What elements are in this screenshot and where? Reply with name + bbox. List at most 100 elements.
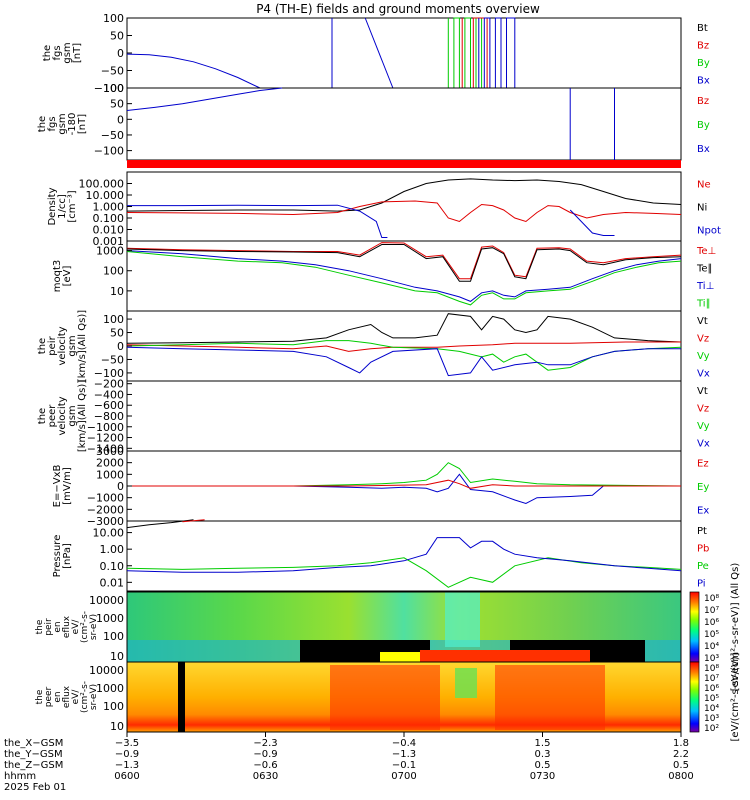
y-tick-label: 100 bbox=[103, 700, 124, 713]
y-tick-label: −800 bbox=[94, 410, 124, 423]
legend-entry: Vt bbox=[697, 316, 708, 327]
y-tick-label: 50 bbox=[110, 327, 124, 340]
spectrogram-peir-red-band bbox=[420, 650, 590, 662]
y-tick-label: 1000 bbox=[96, 682, 124, 695]
y-axis-label-line: [km/s](All Qs)] bbox=[77, 310, 88, 382]
series-line bbox=[126, 340, 682, 371]
y-axis-label-line: peir bbox=[47, 335, 58, 355]
spectrogram-peer-green-col bbox=[455, 668, 477, 698]
y-tick-label: −100 bbox=[94, 367, 124, 380]
y-axis-label-line: sr-eV) bbox=[89, 614, 99, 640]
x-row-value: 0.5 bbox=[673, 760, 689, 771]
y-tick-label: −100 bbox=[94, 145, 124, 158]
x-row-value: 0600 bbox=[114, 771, 139, 782]
y-axis-label-line: velocity bbox=[57, 326, 68, 365]
y-axis-label-line: [eV] bbox=[62, 266, 73, 287]
colorbar-tick-label: 10⁷ bbox=[704, 606, 719, 616]
legend-entry: Pt bbox=[697, 526, 707, 537]
x-row-value: −1.3 bbox=[392, 749, 416, 760]
series-line bbox=[126, 242, 682, 280]
spectrogram-peer-hot-left bbox=[330, 665, 440, 730]
colorbar-bottom bbox=[689, 661, 700, 733]
y-axis-label-line: peer bbox=[44, 686, 54, 707]
legend-entry: Bx bbox=[697, 75, 710, 86]
y-axis-label-line: sr-eV) bbox=[89, 684, 99, 710]
colorbar-tick-label: 10⁸ bbox=[704, 594, 719, 604]
y-axis-label: Density1/cc][cm⁻³] bbox=[47, 187, 78, 225]
series-line bbox=[126, 244, 682, 282]
y-tick-label: 0.010 bbox=[93, 224, 125, 237]
y-tick-label: 2000 bbox=[96, 457, 124, 470]
line-panels: 100500−50−100thefgsgsm[nT]BtBzByBx100500… bbox=[35, 12, 721, 733]
y-tick-label: 50 bbox=[110, 30, 124, 43]
y-tick-label: 50 bbox=[110, 98, 124, 111]
y-tick-label: 10 bbox=[110, 650, 124, 663]
legend-entry: Te∥ bbox=[696, 263, 713, 274]
y-axis-label-line: gsm bbox=[62, 42, 73, 63]
y-axis-label-line: [cm⁻³] bbox=[67, 190, 78, 222]
panel-frame bbox=[126, 171, 682, 242]
legend-entry: Ti∥ bbox=[696, 298, 711, 309]
y-axis-label-line: [nT] bbox=[72, 43, 83, 63]
figure-title: P4 (TH-E) fields and ground moments over… bbox=[256, 2, 540, 16]
colorbar-tick-label: 10⁶ bbox=[704, 618, 719, 628]
legend-entry: Te⊥ bbox=[696, 246, 716, 257]
y-tick-label: 1.00 bbox=[100, 543, 125, 556]
legend-entry: Ti⊥ bbox=[696, 281, 714, 292]
panel-pressure: 10.00 1.00 0.10 0.01 Pressure[nPa] Pt Pb Pe Pi bbox=[52, 519, 709, 592]
legend-entry: Ni bbox=[697, 203, 707, 214]
legend-entry: Ey bbox=[697, 482, 709, 493]
legend-entry: By bbox=[697, 58, 710, 69]
y-tick-label: −50 bbox=[101, 353, 124, 366]
y-tick-label: −1200 bbox=[87, 432, 124, 445]
legend-entry: Bz bbox=[697, 96, 709, 107]
panel-frame bbox=[126, 380, 682, 452]
y-tick-label: 0 bbox=[117, 47, 124, 60]
series-line bbox=[126, 519, 194, 529]
y-tick-label: −400 bbox=[94, 388, 124, 401]
y-axis-label-line: moqt3 bbox=[52, 260, 63, 293]
panel-frame bbox=[126, 310, 682, 382]
y-axis-label-line: the bbox=[37, 116, 48, 132]
spectrogram-axis-peer_eflux: 10000 1000 100 10 thepeerenefluxeV/(cm²-s-sr… bbox=[35, 664, 132, 733]
y-tick-label: 3000 bbox=[96, 445, 124, 458]
spectrogram-peer-black-col bbox=[178, 662, 185, 732]
series-line bbox=[127, 479, 681, 489]
legend-entry: Npot bbox=[697, 226, 721, 237]
y-axis-label: thepeirvelocitygsm[km/s](All Qs)] bbox=[37, 310, 88, 382]
spectrogram-peir-yellow-left bbox=[380, 652, 450, 662]
y-axis-label: thepeirenefluxeV/(cm²-s-sr-eV) bbox=[35, 611, 99, 643]
legend-entry: Pi bbox=[697, 578, 706, 589]
y-axis-label-line: -180 bbox=[67, 113, 78, 136]
spectrogram-peer-hot-right bbox=[495, 665, 605, 730]
panel-frame bbox=[126, 520, 682, 592]
y-axis-label-line: the bbox=[37, 338, 48, 354]
y-axis-label-line: en bbox=[53, 621, 63, 632]
series-line bbox=[126, 346, 681, 377]
legend-entry: Bz bbox=[697, 40, 709, 51]
series-line bbox=[478, 17, 516, 89]
y-axis-label-line: eV/ bbox=[71, 619, 81, 635]
series-line bbox=[127, 204, 388, 238]
y-tick-label: 100 bbox=[103, 82, 124, 95]
legend-entry: Vy bbox=[697, 421, 710, 432]
y-tick-label: −1000 bbox=[87, 492, 124, 505]
x-row-value: −0.1 bbox=[392, 760, 416, 771]
y-tick-label: 10000 bbox=[89, 664, 124, 677]
y-tick-label: 0.01 bbox=[100, 576, 125, 589]
series-line bbox=[364, 17, 394, 89]
legend-entry: Bt bbox=[697, 23, 708, 34]
series-line bbox=[461, 17, 488, 89]
y-axis-label-line: E=−VxB bbox=[52, 465, 63, 508]
y-tick-label: 0 bbox=[117, 480, 124, 493]
colorbar-tick-label: 10⁶ bbox=[704, 684, 719, 694]
y-axis-label-line: the bbox=[37, 408, 48, 424]
y-axis-label-line: fgs bbox=[47, 116, 58, 131]
y-tick-label: 100 bbox=[103, 265, 124, 278]
series-line bbox=[126, 87, 283, 111]
y-tick-label: 1000 bbox=[96, 245, 124, 258]
y-tick-label: −1000 bbox=[87, 421, 124, 434]
legend-entry: Pe bbox=[697, 561, 709, 572]
